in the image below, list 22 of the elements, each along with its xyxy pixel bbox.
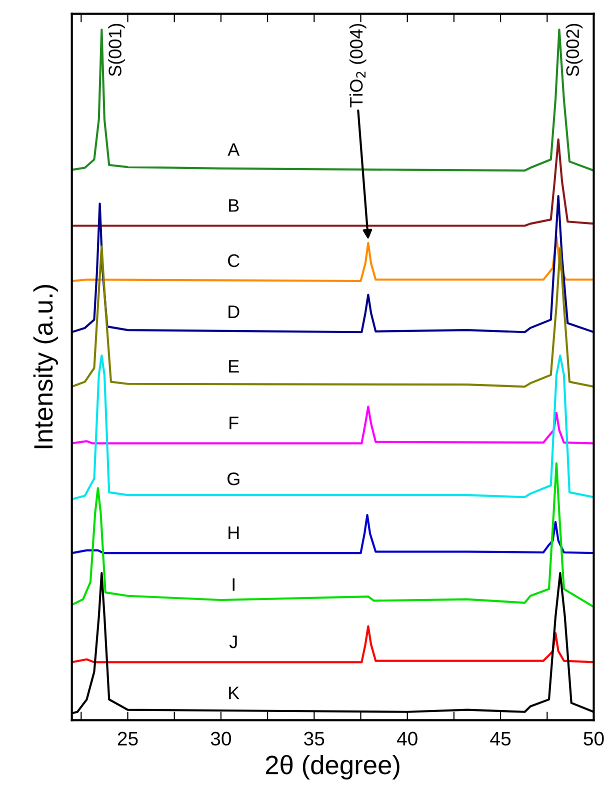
x-tick-label: 50 xyxy=(584,732,604,746)
x-tick-label: 40 xyxy=(396,732,418,746)
series-label: C xyxy=(228,254,240,268)
x-tick-label: 35 xyxy=(304,732,324,746)
series-label: D xyxy=(228,306,240,318)
series-label: G xyxy=(228,472,240,486)
x-tick-label: 30 xyxy=(210,732,232,746)
annotation: S(001) xyxy=(108,24,126,76)
series-label: A xyxy=(228,143,240,156)
x-tick-label: 25 xyxy=(118,732,138,746)
series-label: I xyxy=(232,578,234,591)
x-axis-title: 2θ (degree) xyxy=(266,754,400,780)
x-tick-label: 45 xyxy=(490,732,511,746)
y-axis-title: Intensity (a.u.) xyxy=(33,285,58,448)
series-label: K xyxy=(229,686,240,700)
series-label: E xyxy=(229,360,239,373)
annotation: S(002) xyxy=(566,24,583,76)
series-label: F xyxy=(230,416,238,430)
annotation: TiO$_{2}$ (004) xyxy=(349,24,366,108)
series-label: J xyxy=(229,636,237,648)
series-label: B xyxy=(229,199,239,212)
series-label: H xyxy=(228,526,239,539)
